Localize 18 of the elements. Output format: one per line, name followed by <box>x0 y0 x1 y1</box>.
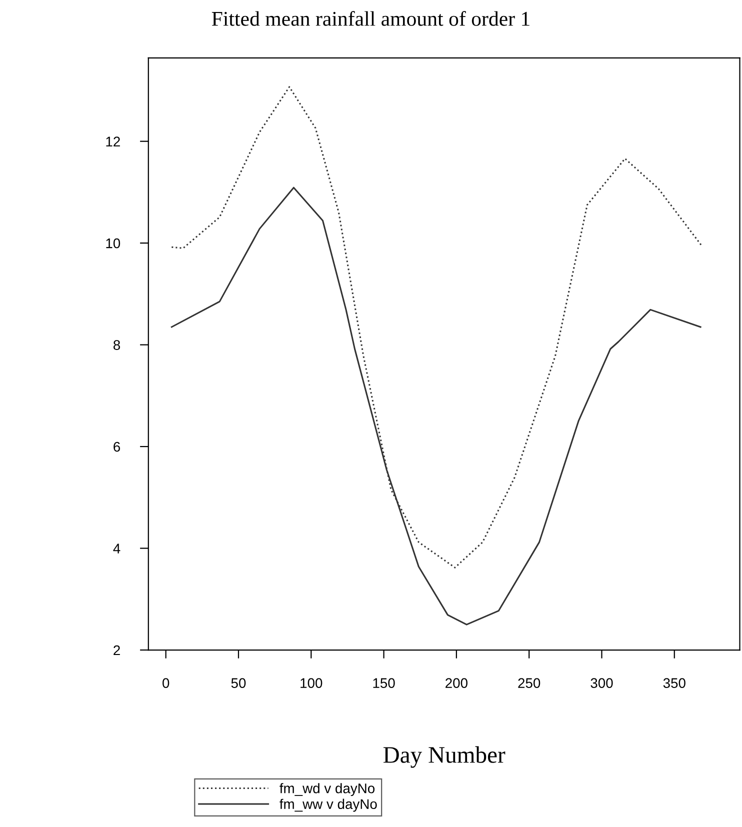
y-tick-label: 6 <box>114 442 120 452</box>
chart-title: Fitted mean rainfall amount of order 1 <box>212 11 530 26</box>
y-tick-label: 8 <box>114 340 120 350</box>
x-tick-label: 0 <box>162 678 170 688</box>
y-tick-label: 2 <box>114 645 120 656</box>
legend-label: fm_ww v dayNo <box>280 798 377 812</box>
x-tick-label: 50 <box>231 678 246 688</box>
x-axis-title: Day Number <box>383 746 506 768</box>
legend-label: fm_wd v dayNo <box>280 783 375 796</box>
x-tick-label: 150 <box>373 678 395 688</box>
x-tick-label: 200 <box>446 678 468 688</box>
y-tick-label: 10 <box>106 238 120 248</box>
y-tick-label: 12 <box>106 136 120 146</box>
y-tick-label: 4 <box>113 544 120 554</box>
x-tick-label: 350 <box>663 678 686 688</box>
x-tick-label: 300 <box>590 678 613 688</box>
x-tick-label: 250 <box>518 678 540 688</box>
x-tick-label: 100 <box>300 678 322 688</box>
